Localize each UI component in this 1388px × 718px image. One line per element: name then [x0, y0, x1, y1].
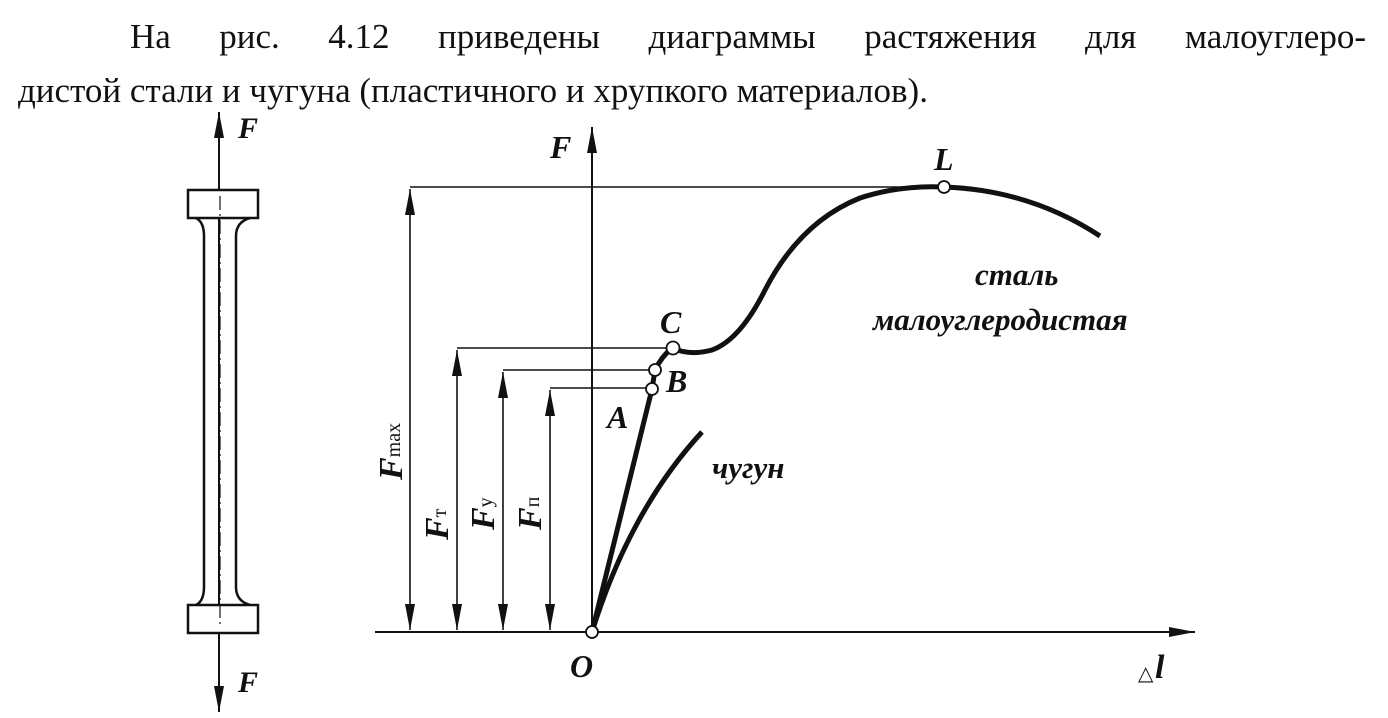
point-c — [665, 340, 681, 356]
cast-iron-curve — [589, 430, 704, 633]
dimension-lines — [405, 186, 944, 630]
steel-label-2: малоуглеродистая — [871, 302, 1128, 337]
force-label-top: F — [237, 112, 258, 145]
point-b-label: B — [665, 363, 687, 399]
point-a-label: A — [605, 399, 628, 435]
point-c-label: C — [660, 304, 682, 340]
steel-curve — [589, 184, 1102, 633]
point-l — [937, 180, 951, 194]
cast-iron-label: чугун — [712, 450, 784, 485]
origin-label: O — [570, 648, 593, 684]
fp-label: Fп — [512, 496, 549, 531]
specimen-shaft — [195, 216, 251, 607]
point-b — [648, 363, 662, 377]
steel-label-1: сталь — [975, 257, 1058, 292]
specimen-top-grip — [186, 188, 260, 220]
force-label-bottom: F — [237, 666, 258, 699]
point-o — [585, 625, 599, 639]
specimen-bottom-grip — [186, 603, 260, 635]
paragraph-line-1: На рис. 4.12 приведены диаграммы растяже… — [130, 17, 1366, 56]
paragraph-line-2: дистой стали и чугуна (пластичного и хру… — [18, 71, 928, 110]
point-a — [645, 382, 659, 396]
specimen — [186, 112, 260, 712]
fy-label: Fу — [465, 497, 502, 531]
fmax-label: Fmax — [373, 423, 410, 481]
delta-symbol: △ — [1138, 663, 1154, 685]
ft-label: Fт — [419, 508, 456, 541]
point-l-label: L — [933, 141, 954, 177]
x-axis-label: l — [1155, 649, 1165, 686]
y-axis-label: F — [549, 129, 571, 165]
